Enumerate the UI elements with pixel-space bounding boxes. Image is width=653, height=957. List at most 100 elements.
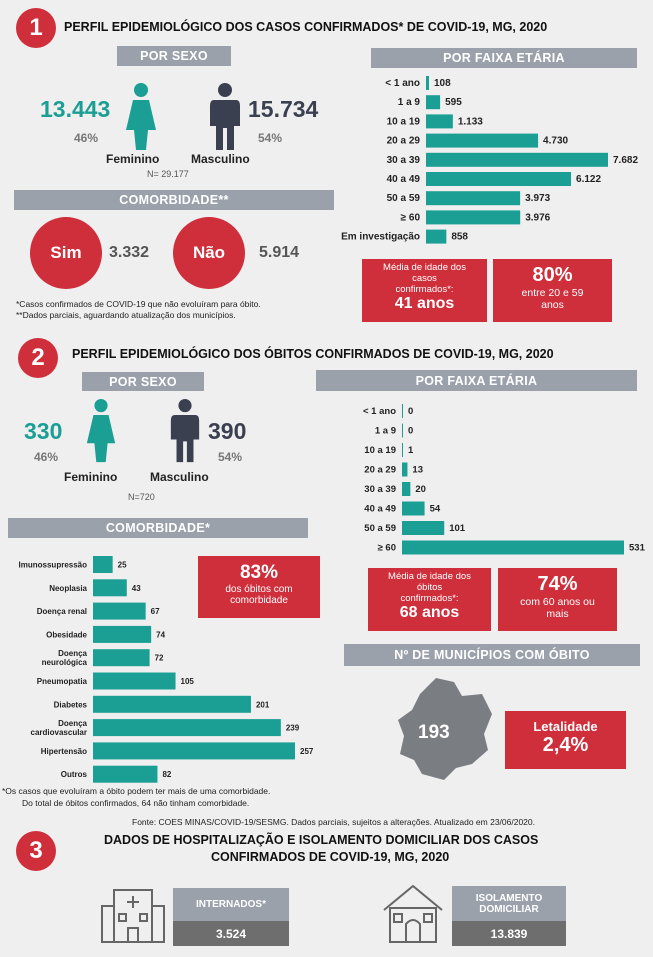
category-label: 40 a 49 [387, 174, 421, 185]
category-label: Doença renal [37, 607, 87, 616]
value-label: 0 [408, 426, 413, 437]
value-label: 6.122 [576, 174, 601, 185]
bar [426, 172, 572, 186]
hospital-icon [101, 889, 165, 943]
home-isolation-label: ISOLAMENTO DOMICILIAR [452, 886, 566, 921]
home-isolation-value: 13.839 [452, 921, 566, 946]
house-icon [383, 884, 443, 943]
value-label: 74 [156, 630, 165, 639]
category-label: Hipertensão [41, 747, 87, 756]
bar [426, 229, 447, 244]
value-label: 20 [415, 484, 426, 495]
value-label: 101 [449, 523, 466, 534]
value-label: 239 [286, 724, 300, 733]
comorbidity-header-1: COMORBIDADE** [14, 190, 334, 210]
category-label: Outros [61, 770, 88, 779]
comorbidity-no-circle: Não [173, 217, 245, 289]
female-cases-value: 13.443 [40, 96, 111, 122]
category-label: 30 a 39 [364, 484, 396, 495]
value-label: 3.973 [525, 193, 550, 204]
category-label: Neoplasia [49, 584, 87, 593]
municipalities-header: Nº DE MUNICÍPIOS COM ÓBITO [344, 644, 640, 666]
mean-age-cases-l2: casos [412, 273, 437, 284]
bar [426, 210, 521, 225]
category-label: < 1 ano [363, 406, 396, 417]
value-label: 201 [256, 700, 270, 709]
female-label-1: Feminino [106, 152, 160, 166]
source-note: Fonte: COES MINAS/COVID-19/SESMG. Dados … [132, 817, 535, 827]
hospitalized-value: 3.524 [173, 921, 289, 946]
pct-age-deaths-box: 74% com 60 anos ou mais [498, 568, 617, 631]
mean-age-deaths-value: 68 anos [399, 604, 460, 621]
section-2-badge: 2 [18, 338, 58, 378]
category-label: Imunossupressão [19, 561, 88, 570]
value-label: 82 [162, 770, 171, 779]
female-label-2: Feminino [64, 470, 118, 484]
age-header-2: POR FAIXA ETÁRIA [316, 370, 637, 391]
section-3-badge: 3 [16, 831, 56, 871]
note-cases-1: *Casos confirmados de COVID-19 que não e… [16, 299, 261, 309]
bar [426, 76, 429, 90]
bar [402, 482, 411, 496]
category-label: 20 a 29 [364, 465, 396, 476]
value-label: 1 [408, 445, 414, 456]
section-3-title-1: DADOS DE HOSPITALIZAÇÃO E ISOLAMENTO DOM… [104, 833, 539, 847]
category-label: 50 a 59 [387, 193, 421, 204]
bar [93, 719, 281, 737]
mean-age-deaths-l2: óbitos [416, 582, 443, 593]
value-label: 43 [132, 584, 141, 593]
note-cases-2: **Dados parciais, aguardando atualização… [16, 310, 236, 320]
value-label: 0 [408, 406, 413, 417]
comorbidity-pct-l1: dos óbitos com [225, 584, 293, 595]
value-label: 54 [430, 504, 441, 515]
pct-age-cases-l2: anos [541, 299, 564, 311]
category-label: 10 a 19 [387, 116, 421, 127]
section-3-title-2: CONFIRMADOS DE COVID-19, MG, 2020 [211, 850, 450, 864]
male-label-1: Masculino [191, 152, 250, 166]
comorbidity-pct-box: 83% dos óbitos com comorbidade [198, 556, 320, 618]
home-isolation-label-l1: ISOLAMENTO [475, 892, 543, 904]
comorbidity-yes-value: 3.332 [109, 244, 150, 261]
category-label: ≥ 60 [401, 212, 421, 223]
category-label: Doença [58, 719, 87, 728]
value-label: 858 [451, 232, 468, 243]
bar [93, 579, 127, 597]
category-label: neurológica [42, 658, 88, 667]
category-label: ≥ 60 [378, 543, 396, 554]
category-label: 50 a 59 [364, 523, 396, 534]
comorbidity-chart-deaths: Imunossupressão 25 Neoplasia 43 Doença renal… [19, 556, 314, 783]
category-label: 1 a 9 [375, 426, 396, 437]
male-cases-value: 15.734 [248, 96, 319, 122]
bar [93, 742, 295, 760]
note-deaths-1: *Os casos que evoluíram a óbito podem te… [2, 786, 271, 796]
lethality-label: Letalidade [533, 719, 598, 734]
category-label: 10 a 19 [364, 445, 396, 456]
bar [93, 695, 251, 713]
category-label: Diabetes [54, 700, 88, 709]
comorbidity-pct-value: 83% [239, 562, 279, 583]
value-label: 72 [155, 654, 164, 663]
category-label: 40 a 49 [364, 504, 396, 515]
sex-header-2: POR SEXO [82, 372, 204, 391]
female-deaths-pct: 46% [34, 450, 59, 464]
male-deaths-pct: 54% [218, 450, 243, 464]
value-label: 105 [181, 677, 195, 686]
bar [426, 133, 539, 148]
bar [426, 191, 521, 206]
bar [426, 152, 608, 167]
hospitalized-label: INTERNADOS* [173, 888, 289, 921]
mean-age-deaths-l3: confirmados*: [400, 593, 459, 604]
male-icon-2 [170, 398, 200, 463]
age-chart-cases: < 1 ano 108 1 a 9 595 10 a 19 1.133 20 a 29 4.7… [341, 76, 638, 244]
female-deaths-value: 330 [24, 418, 63, 444]
bar [93, 625, 152, 643]
mean-age-deaths-box: Média de idade dos óbitos confirmados*: … [368, 568, 491, 631]
value-label: 595 [445, 97, 462, 108]
pct-age-cases-l1: entre 20 e 59 [521, 287, 584, 299]
pct-age-deaths-l1: com 60 anos ou [520, 596, 595, 608]
bar [93, 672, 176, 690]
mean-age-cases-box: Média de idade dos casos confirmados*: 4… [362, 259, 487, 322]
cases-n: N= 29.177 [147, 169, 189, 179]
minas-gerais-map [398, 678, 492, 780]
category-label: < 1 ano [385, 78, 420, 89]
